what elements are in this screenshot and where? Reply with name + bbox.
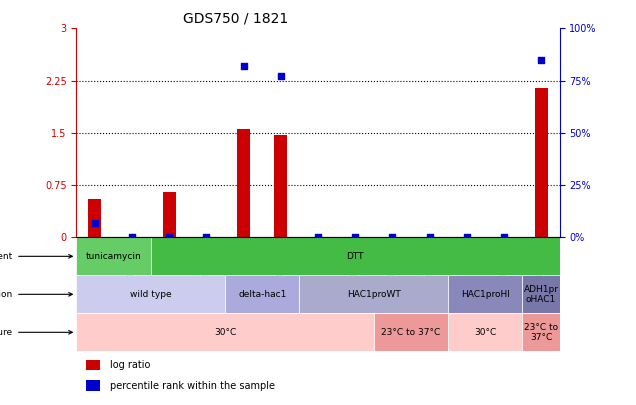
- Text: 23°C to 37°C: 23°C to 37°C: [382, 328, 441, 337]
- Bar: [237, 129, 250, 237]
- FancyBboxPatch shape: [300, 275, 448, 313]
- FancyBboxPatch shape: [225, 275, 300, 313]
- Point: [462, 234, 472, 241]
- Text: delta-hac1: delta-hac1: [238, 290, 286, 299]
- Text: HAC1proWT: HAC1proWT: [347, 290, 401, 299]
- Bar: [86, 360, 100, 371]
- Text: 23°C to
37°C: 23°C to 37°C: [524, 323, 558, 342]
- FancyBboxPatch shape: [76, 313, 374, 351]
- Point: [164, 234, 174, 241]
- Text: 30°C: 30°C: [474, 328, 497, 337]
- FancyBboxPatch shape: [151, 237, 560, 275]
- FancyBboxPatch shape: [76, 275, 225, 313]
- Text: agent: agent: [0, 252, 73, 261]
- Bar: [535, 87, 548, 237]
- Text: temperature: temperature: [0, 328, 73, 337]
- FancyBboxPatch shape: [76, 237, 151, 275]
- Text: ADH1pr
oHAC1: ADH1pr oHAC1: [523, 285, 558, 304]
- FancyBboxPatch shape: [374, 313, 448, 351]
- Text: DTT: DTT: [347, 252, 364, 261]
- Bar: [88, 199, 101, 237]
- Point: [313, 234, 323, 241]
- Text: log ratio: log ratio: [110, 360, 151, 370]
- Text: 30°C: 30°C: [214, 328, 236, 337]
- Point: [127, 234, 137, 241]
- Text: wild type: wild type: [130, 290, 172, 299]
- Point: [536, 56, 546, 63]
- Point: [350, 234, 360, 241]
- Text: GDS750 / 1821: GDS750 / 1821: [183, 12, 288, 26]
- Text: percentile rank within the sample: percentile rank within the sample: [110, 381, 275, 390]
- Point: [276, 73, 286, 80]
- Bar: [274, 135, 287, 237]
- FancyBboxPatch shape: [448, 313, 523, 351]
- FancyBboxPatch shape: [523, 313, 560, 351]
- Point: [90, 220, 100, 226]
- Point: [202, 234, 212, 241]
- Point: [238, 63, 249, 69]
- Bar: [163, 192, 176, 237]
- Point: [387, 234, 398, 241]
- FancyBboxPatch shape: [523, 275, 560, 313]
- Text: genotype/variation: genotype/variation: [0, 290, 73, 299]
- Text: tunicamycin: tunicamycin: [86, 252, 141, 261]
- FancyBboxPatch shape: [448, 275, 523, 313]
- Point: [499, 234, 509, 241]
- Text: HAC1proHI: HAC1proHI: [461, 290, 510, 299]
- Point: [424, 234, 434, 241]
- Bar: [86, 380, 100, 391]
